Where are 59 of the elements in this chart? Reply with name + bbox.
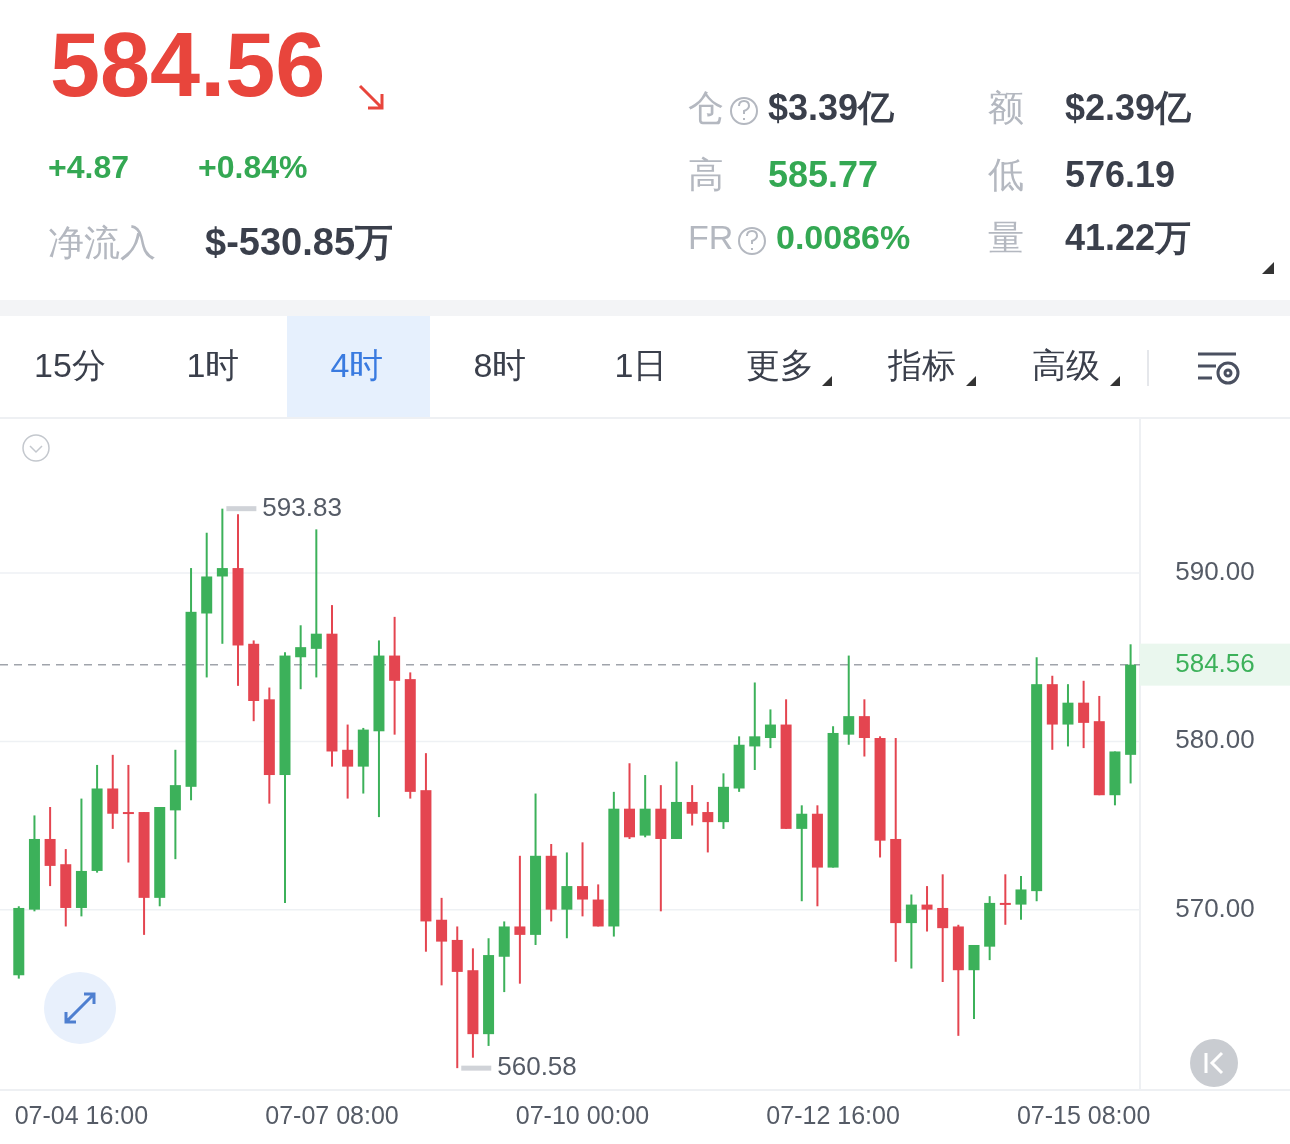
text: 指标	[887, 345, 956, 384]
text: 15分	[34, 345, 106, 384]
text: +0.84%	[198, 149, 308, 186]
candlestick	[342, 723, 354, 800]
candlestick	[921, 885, 933, 933]
text: 41.22万	[1065, 216, 1192, 258]
text: 585.77	[768, 153, 879, 195]
text: 高级	[1032, 345, 1100, 384]
annotation: 560.58	[497, 1051, 577, 1082]
text: 高	[688, 153, 724, 195]
candlestick	[686, 784, 698, 827]
y-tick-label: 570.00	[1175, 892, 1255, 923]
candlestick	[749, 681, 761, 771]
text: 0.0086%	[776, 217, 911, 256]
candlestick	[999, 873, 1011, 926]
text: $-530.85万	[205, 221, 394, 264]
candlestick	[1015, 874, 1027, 921]
text: +4.87	[48, 149, 129, 186]
text: 额	[988, 86, 1024, 128]
candlestick	[436, 896, 448, 987]
text: 1时	[186, 345, 240, 384]
x-tick-label: 07-04 16:00	[14, 1100, 149, 1129]
text: $3.39亿	[768, 86, 896, 128]
candlestick	[1078, 679, 1090, 750]
candlestick	[702, 800, 714, 854]
x-tick-label: 07-10 00:00	[515, 1100, 650, 1129]
text: 1日	[614, 345, 668, 384]
x-tick-label: 07-07 08:00	[265, 1100, 399, 1129]
x-tick-label: 07-12 16:00	[766, 1100, 900, 1129]
text: 4时	[330, 345, 384, 384]
x-tick-label: 07-15 08:00	[1016, 1100, 1151, 1129]
y-tick-label: 580.00	[1175, 724, 1255, 755]
candlestick	[310, 528, 322, 679]
candlestick	[905, 893, 917, 970]
candlestick	[796, 804, 808, 903]
candlestick	[561, 851, 573, 940]
annotation: 593.83	[262, 491, 342, 522]
text: 低	[988, 153, 1024, 195]
candlestick	[577, 841, 589, 918]
text: 8时	[473, 345, 527, 384]
ref-line-label: 584.56	[1175, 647, 1255, 678]
candlestick	[1062, 683, 1074, 748]
candlestick	[216, 507, 228, 645]
candlestick	[937, 873, 949, 983]
y-tick-label: 590.00	[1175, 555, 1255, 586]
candlestick	[295, 624, 307, 691]
text: FR	[688, 217, 734, 256]
text: 576.19	[1065, 153, 1176, 195]
text: 量	[988, 216, 1024, 258]
candlestick	[858, 698, 870, 758]
candlestick	[122, 763, 134, 864]
candlestick	[843, 654, 855, 746]
text: 仓	[688, 86, 724, 128]
text: 净流入	[48, 221, 156, 263]
candlestick	[764, 708, 776, 750]
text: 584.56	[50, 14, 326, 115]
text: 更多	[746, 345, 814, 384]
text: $2.39亿	[1065, 86, 1193, 128]
candlestick	[514, 854, 526, 985]
